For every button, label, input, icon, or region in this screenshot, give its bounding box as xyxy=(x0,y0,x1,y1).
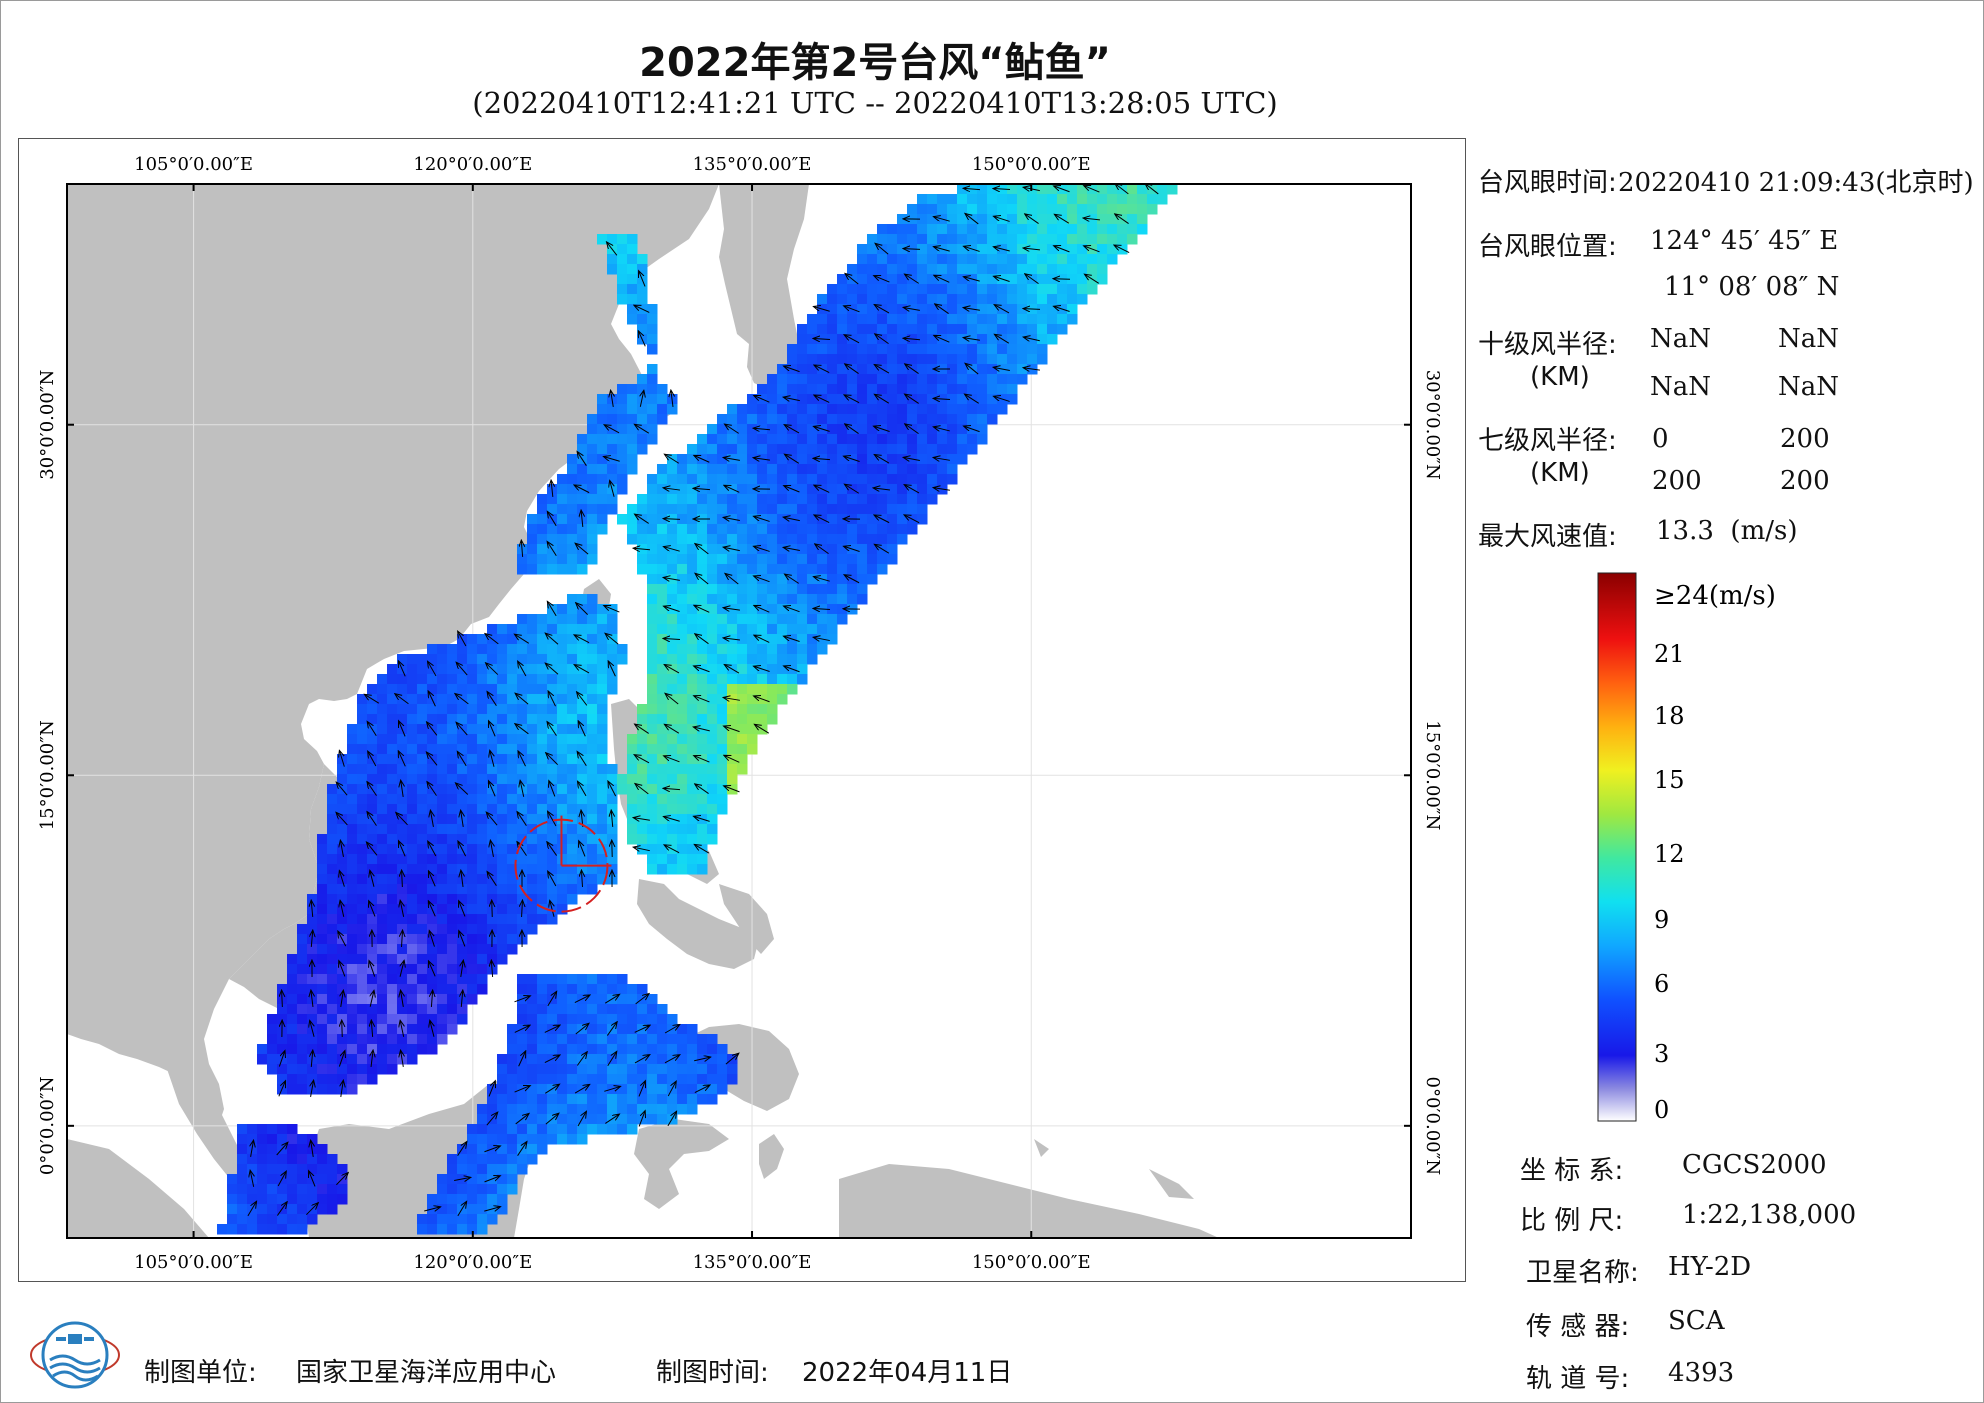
producer-label: 制图单位: xyxy=(144,1358,257,1388)
colorbar-tick-label: 21 xyxy=(1654,640,1685,668)
production-time-value: 2022年04月11日 xyxy=(802,1358,1013,1388)
r10-value-sw: NaN xyxy=(1650,372,1712,402)
colorbar-tick-label: 3 xyxy=(1654,1040,1669,1068)
top-lon-label: 135°0′0.00″E xyxy=(693,154,812,175)
r7-value-nw: 200 xyxy=(1780,466,1830,496)
halmahera xyxy=(759,1134,784,1179)
colorbar-top-label: ≥24(m/s) xyxy=(1654,581,1776,611)
eye-longitude: 124° 45′ 45″ E xyxy=(1650,226,1839,256)
right-lat-label: 0°0′0.00″N xyxy=(1422,1077,1443,1176)
crs-label: 坐 标 系: xyxy=(1520,1156,1624,1186)
right-lat-label: 15°0′0.00″N xyxy=(1422,720,1443,830)
r10-unit: (KM) xyxy=(1530,362,1590,392)
colorbar-tick-label: 6 xyxy=(1654,970,1669,998)
r7-unit: (KM) xyxy=(1530,458,1590,488)
colorbar-tick-label: 9 xyxy=(1654,906,1669,934)
small-islands xyxy=(1034,1139,1194,1199)
bottom-lon-label: 135°0′0.00″E xyxy=(693,1252,812,1273)
colorbar-ramp xyxy=(1597,572,1637,1122)
map-border xyxy=(66,183,1412,1239)
asia-mainland xyxy=(67,184,719,1129)
typhoon-eye-marker[interactable] xyxy=(514,815,612,913)
wind-vectors xyxy=(247,184,1159,1217)
malay-peninsula xyxy=(167,1019,259,1194)
r7-label: 七级风半径: xyxy=(1478,426,1617,456)
r7-value-se: 200 xyxy=(1780,424,1830,454)
map-ticks xyxy=(67,184,1411,1238)
wind-speed-colorbar: ≥24(m/s) 21 18 15 12 9 6 3 0 xyxy=(1597,572,1776,1124)
right-lat-label: 30°0′0.00″N xyxy=(1422,370,1443,480)
colorbar-tick-label: 18 xyxy=(1654,702,1685,730)
colorbar-tick-label: 12 xyxy=(1654,840,1685,868)
max-wind-value: 13.3 (m/s) xyxy=(1656,516,1798,546)
left-lat-label: 15°0′0.00″N xyxy=(37,720,58,830)
map-coordinate-labels: 105°0′0.00″E 105°0′0.00″E 120°0′0.00″E 120°… xyxy=(37,154,1443,1273)
map-panel: 105°0′0.00″E 105°0′0.00″E 120°0′0.00″E 120°… xyxy=(18,138,1466,1282)
visayas xyxy=(637,879,759,969)
colorbar-tick-label: 15 xyxy=(1654,766,1685,794)
scale-value: 1:22,138,000 xyxy=(1682,1200,1857,1230)
eye-position-label: 台风眼位置: xyxy=(1478,232,1617,262)
r10-value-ne: NaN xyxy=(1650,324,1712,354)
r10-value-nw: NaN xyxy=(1778,372,1840,402)
left-lat-label: 30°0′0.00″N xyxy=(37,370,58,480)
bottom-lon-label: 120°0′0.00″E xyxy=(413,1252,532,1273)
colorbar-tick-label: 0 xyxy=(1654,1096,1669,1124)
r10-value-se: NaN xyxy=(1778,324,1840,354)
max-wind-label: 最大风速值: xyxy=(1478,522,1617,552)
sensor-label: 传 感 器: xyxy=(1526,1312,1630,1342)
top-lon-label: 120°0′0.00″E xyxy=(413,154,532,175)
new-guinea xyxy=(839,1164,1219,1238)
orbit-value: 4393 xyxy=(1668,1358,1735,1388)
samar-leyte xyxy=(719,884,774,954)
orbit-label: 轨 道 号: xyxy=(1526,1364,1630,1394)
wind-field-map[interactable]: 105°0′0.00″E 105°0′0.00″E 120°0′0.00″E 120°… xyxy=(19,139,1465,1281)
satellite-value: HY-2D xyxy=(1668,1252,1752,1282)
eye-time-label: 台风眼时间: xyxy=(1478,168,1617,198)
top-lon-label: 105°0′0.00″E xyxy=(134,154,253,175)
korean-peninsula xyxy=(719,184,809,389)
crs-value: CGCS2000 xyxy=(1682,1150,1827,1180)
satellite-label: 卫星名称: xyxy=(1526,1258,1639,1288)
map-title: 2022年第2号台风“鲇鱼” xyxy=(639,40,1111,86)
nsoas-logo xyxy=(30,1321,120,1389)
bottom-lon-label: 105°0′0.00″E xyxy=(134,1252,253,1273)
colorbar-ticks: 21 18 15 12 9 6 3 0 xyxy=(1654,640,1685,1124)
sumatra xyxy=(67,1139,209,1238)
sensor-value: SCA xyxy=(1668,1306,1725,1336)
eye-latitude: 11° 08′ 08″ N xyxy=(1664,272,1840,302)
r7-value-ne: 0 xyxy=(1652,424,1669,454)
production-time-label: 制图时间: xyxy=(656,1358,769,1388)
producer-value: 国家卫星海洋应用中心 xyxy=(296,1358,557,1388)
top-lon-label: 150°0′0.00″E xyxy=(972,154,1091,175)
r10-label: 十级风半径: xyxy=(1478,330,1617,360)
left-lat-label: 0°0′0.00″N xyxy=(37,1077,58,1176)
sulawesi xyxy=(634,1119,729,1209)
r7-value-sw: 200 xyxy=(1652,466,1702,496)
scale-label: 比 例 尺: xyxy=(1520,1206,1624,1236)
map-subtitle: (20220410T12:41:21 UTC -- 20220410T13:28… xyxy=(472,86,1278,120)
eye-time-value: 20220410 21:09:43(北京时) xyxy=(1618,168,1974,198)
bottom-lon-label: 150°0′0.00″E xyxy=(972,1252,1091,1273)
